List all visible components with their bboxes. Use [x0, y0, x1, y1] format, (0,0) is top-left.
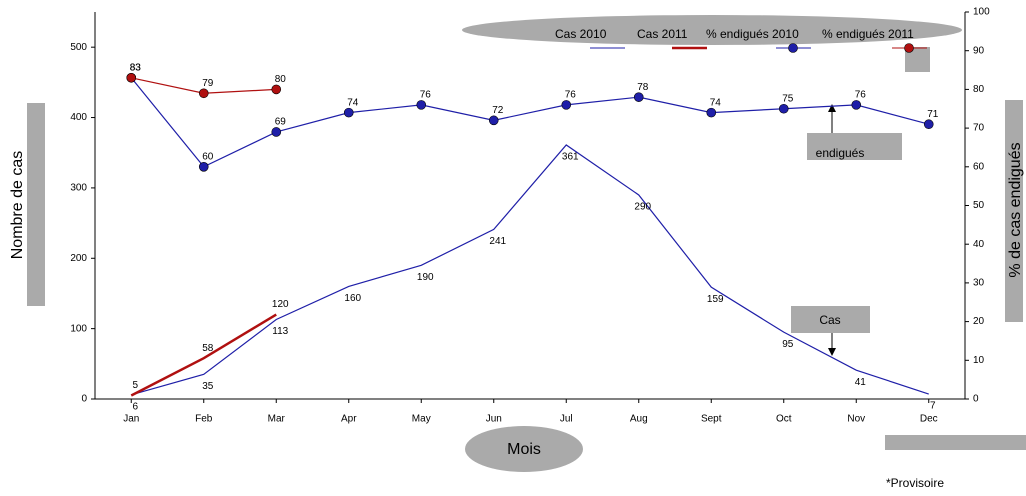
data-label: 74: [347, 97, 359, 108]
y-axis-label: Nombre de cas: [9, 151, 26, 260]
data-label: 75: [782, 93, 794, 104]
data-label: 69: [275, 117, 287, 128]
y-tick-label: 300: [70, 183, 87, 194]
x-tick-label: Sept: [701, 414, 722, 425]
annotation-arrow-head: [828, 104, 836, 112]
y-tick-label: 0: [81, 394, 87, 405]
x-tick-label: Nov: [847, 414, 865, 425]
x-tick-label: Feb: [195, 414, 213, 425]
decor-box: [1005, 100, 1023, 322]
y2-tick-label: 90: [973, 45, 985, 56]
annotation: *Provisoire: [886, 476, 944, 490]
y-tick-label: 200: [70, 253, 87, 264]
decor-box: [807, 133, 902, 160]
series-marker: [343, 107, 354, 118]
data-label: 113: [272, 326, 288, 337]
series-line: [131, 144, 929, 396]
data-label: 76: [420, 90, 432, 101]
data-label: 159: [707, 294, 724, 305]
x-tick-label: May: [412, 414, 431, 425]
data-label: 95: [782, 339, 794, 350]
decor-box: [27, 103, 45, 306]
legend-label: % endigués 2011: [822, 27, 914, 41]
data-label: 72: [492, 105, 504, 116]
decor-box: [885, 435, 1026, 450]
data-label: 35: [202, 381, 214, 392]
data-label: 160: [344, 293, 361, 304]
data-label: 5: [132, 380, 138, 391]
data-label: 190: [417, 272, 434, 283]
series-marker: [126, 72, 137, 83]
legend-label: Cas 2010: [555, 27, 607, 41]
series-marker: [706, 107, 717, 118]
y-tick-label: 500: [70, 42, 87, 53]
data-label: 41: [855, 377, 867, 388]
series-marker: [416, 100, 427, 110]
y2-tick-label: 30: [973, 278, 985, 289]
series-marker: [271, 127, 282, 137]
decor-ellipse: [465, 426, 583, 472]
data-label: 79: [202, 78, 214, 89]
y-tick-label: 100: [70, 323, 87, 334]
legend-background: [462, 15, 962, 45]
series-marker: [198, 162, 209, 172]
x-tick-label: Aug: [630, 414, 648, 425]
x-tick-label: Dec: [920, 414, 938, 425]
x-tick-label: Apr: [341, 414, 357, 425]
series-marker: [923, 119, 934, 130]
series-marker: [271, 84, 282, 95]
y2-tick-label: 50: [973, 200, 985, 211]
data-label: 78: [637, 82, 649, 93]
x-tick-label: Mar: [268, 414, 286, 425]
series-marker: [778, 103, 789, 114]
data-label: 60: [202, 151, 214, 162]
y2-tick-label: 40: [973, 239, 985, 250]
x-tick-label: Jul: [560, 414, 573, 425]
decor-box: [791, 306, 870, 333]
data-label: 58: [202, 343, 214, 354]
annotation: endigués: [816, 146, 865, 160]
y2-tick-label: 60: [973, 161, 985, 172]
series-marker: [488, 115, 499, 126]
legend-marker: [788, 43, 798, 53]
y2-tick-label: 20: [973, 316, 985, 327]
data-label: 290: [634, 202, 651, 213]
x-tick-label: Oct: [776, 414, 792, 425]
series-marker: [851, 100, 862, 110]
data-label: 6: [132, 401, 138, 412]
data-label: 74: [710, 97, 722, 108]
y2-tick-label: 10: [973, 355, 985, 366]
y-tick-label: 400: [70, 112, 87, 123]
legend-label: Cas 2011: [637, 27, 688, 41]
data-label: 241: [489, 236, 506, 247]
legend-label: % endigués 2010: [706, 27, 799, 41]
data-label: 83: [130, 62, 142, 73]
x-tick-label: Jun: [486, 414, 502, 425]
x-tick-label: Jan: [123, 414, 139, 425]
data-label: 7: [930, 401, 936, 412]
annotation-arrow-head: [828, 348, 836, 356]
data-label: 83: [130, 62, 142, 73]
y2-tick-label: 100: [973, 7, 990, 18]
data-label: 80: [275, 74, 287, 85]
data-label: 71: [927, 109, 939, 120]
y2-tick-label: 80: [973, 84, 985, 95]
data-label: 76: [565, 90, 577, 101]
series-marker: [561, 100, 572, 110]
series-marker: [198, 88, 209, 99]
data-label: 76: [855, 90, 867, 101]
series-marker: [633, 92, 644, 102]
data-label: 120: [272, 299, 289, 310]
series-line: [130, 313, 277, 397]
legend-marker: [904, 43, 914, 53]
annotation: Cas: [819, 313, 840, 327]
series-line: [130, 77, 929, 168]
y2-tick-label: 70: [973, 123, 985, 134]
x-axis-label: Mois: [507, 441, 541, 458]
data-label: 361: [562, 152, 579, 163]
y2-tick-label: 0: [973, 394, 979, 405]
y2-axis-label: % de cas endigués: [1007, 142, 1024, 277]
